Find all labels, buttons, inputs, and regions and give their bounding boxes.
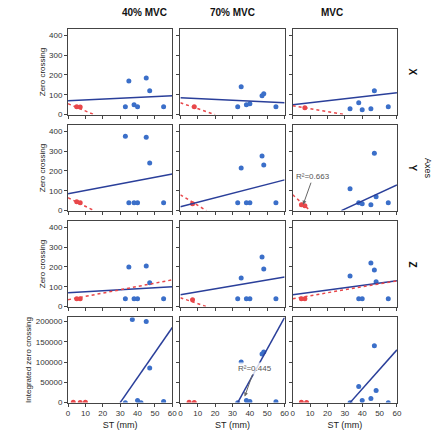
svg-text:300: 300	[49, 243, 63, 252]
svg-text:60: 60	[168, 409, 177, 418]
svg-text:30: 30	[340, 409, 349, 418]
svg-text:0: 0	[66, 409, 71, 418]
svg-text:50: 50	[263, 409, 272, 418]
svg-text:0: 0	[58, 110, 63, 119]
svg-text:R²=0.445: R²=0.445	[238, 364, 272, 373]
svg-text:100: 100	[49, 187, 63, 196]
svg-text:30: 30	[228, 409, 237, 418]
svg-text:50: 50	[150, 409, 159, 418]
svg-text:Zero crossing: Zero crossing	[38, 144, 47, 192]
svg-text:200: 200	[49, 263, 63, 272]
svg-text:300: 300	[49, 51, 63, 60]
svg-text:100: 100	[49, 283, 63, 292]
svg-text:ST (mm): ST (mm)	[103, 420, 138, 430]
svg-text:0: 0	[58, 398, 63, 407]
svg-text:60: 60	[280, 409, 289, 418]
svg-text:Y: Y	[407, 165, 418, 172]
svg-text:10: 10	[193, 409, 202, 418]
svg-text:200: 200	[49, 71, 63, 80]
svg-text:20: 20	[211, 409, 220, 418]
svg-text:30: 30	[116, 409, 125, 418]
svg-text:300: 300	[49, 147, 63, 156]
svg-text:0: 0	[290, 409, 295, 418]
svg-text:Integrated zero crossing: Integrated zero crossing	[24, 317, 33, 403]
svg-text:70% MVC: 70% MVC	[210, 7, 255, 18]
svg-text:10: 10	[306, 409, 315, 418]
svg-text:400: 400	[49, 127, 63, 136]
svg-text:0: 0	[178, 409, 183, 418]
svg-text:20: 20	[323, 409, 332, 418]
svg-text:60: 60	[393, 409, 402, 418]
svg-text:100: 100	[49, 91, 63, 100]
svg-text:Zero crossing: Zero crossing	[38, 240, 47, 288]
svg-text:40: 40	[358, 409, 367, 418]
svg-text:400: 400	[49, 31, 63, 40]
svg-text:10: 10	[81, 409, 90, 418]
svg-text:X: X	[407, 69, 418, 76]
svg-text:40: 40	[245, 409, 254, 418]
svg-text:0: 0	[58, 302, 63, 311]
svg-text:R²=0.663: R²=0.663	[296, 172, 330, 181]
svg-text:150000: 150000	[36, 338, 63, 347]
svg-text:ST (mm): ST (mm)	[327, 420, 362, 430]
svg-text:50000: 50000	[40, 378, 63, 387]
svg-text:40: 40	[133, 409, 142, 418]
svg-text:50: 50	[375, 409, 384, 418]
svg-text:Z: Z	[407, 262, 418, 268]
svg-text:20: 20	[98, 409, 107, 418]
svg-text:200: 200	[49, 167, 63, 176]
svg-text:400: 400	[49, 223, 63, 232]
svg-text:100000: 100000	[36, 358, 63, 367]
svg-text:0: 0	[58, 206, 63, 215]
svg-text:Zero crossing: Zero crossing	[38, 48, 47, 96]
svg-text:Axes: Axes	[423, 158, 433, 179]
svg-text:ST (mm): ST (mm)	[215, 420, 250, 430]
svg-text:200000: 200000	[36, 317, 63, 326]
svg-text:40% MVC: 40% MVC	[122, 7, 167, 18]
svg-text:MVC: MVC	[321, 7, 343, 18]
